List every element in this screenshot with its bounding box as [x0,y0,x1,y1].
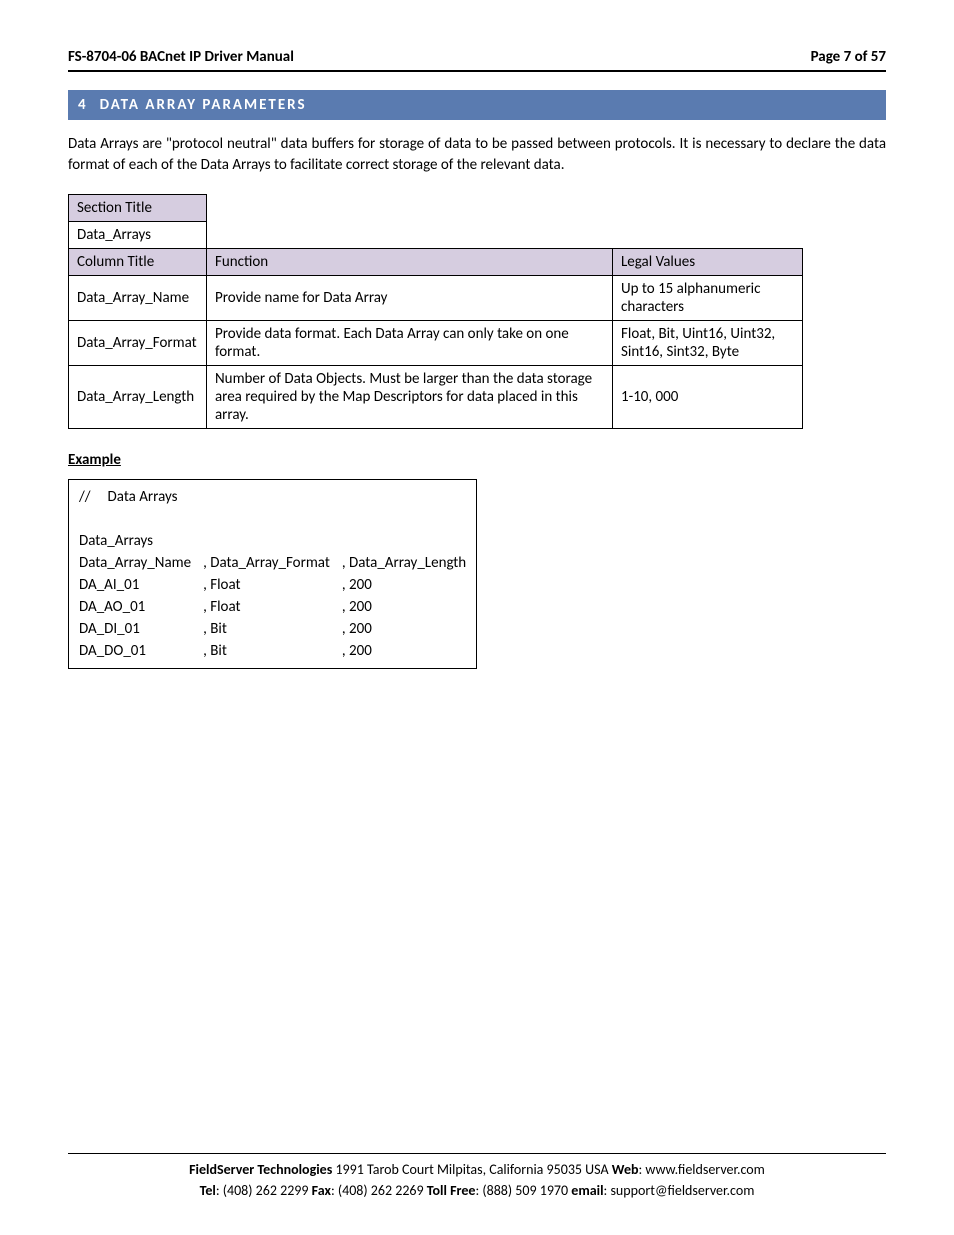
page-number: Page 7 of 57 [811,48,886,66]
footer-company: FieldServer Technologies [189,1161,332,1178]
param-name: Data_Array_Name [69,276,207,321]
parameters-table: Section Title Data_Arrays Column Title F… [68,194,803,429]
footer-line1: FieldServer Technologies 1991 Tarob Cour… [68,1160,886,1180]
example-comment: // Data Arrays [73,486,472,508]
example-label: Example [68,451,886,469]
param-name: Data_Array_Length [69,366,207,429]
footer-fax-label: Fax [312,1182,331,1199]
example-cell: , Float [197,596,336,618]
table-row: Data_Array_Format Provide data format. E… [69,321,803,366]
param-function: Number of Data Objects. Must be larger t… [207,366,613,429]
section-title-value: Data_Arrays [69,222,207,249]
table-row: DA_AI_01 , Float , 200 [73,574,472,596]
example-cell: DA_DI_01 [73,618,197,640]
footer-tf: : (888) 509 1970 [475,1182,571,1199]
footer-web: : www.fieldserver.com [639,1161,765,1178]
example-cell: , Float [197,574,336,596]
page-header: FS-8704-06 BACnet IP Driver Manual Page … [68,48,886,72]
table-row: Data_Array_Length Number of Data Objects… [69,366,803,429]
example-col: , Data_Array_Length [336,552,472,574]
table-row: DA_AO_01 , Float , 200 [73,596,472,618]
table-row: Column Title Function Legal Values [69,249,803,276]
example-cell: , Bit [197,618,336,640]
example-cell: DA_AI_01 [73,574,197,596]
param-legal: 1-10, 000 [613,366,803,429]
table-row: // Data Arrays [73,486,472,508]
footer-line2: Tel: (408) 262 2299 Fax: (408) 262 2269 … [68,1181,886,1201]
example-box: // Data Arrays Data_Arrays Data_Array_Na… [68,479,477,669]
doc-title: FS-8704-06 BACnet IP Driver Manual [68,48,294,66]
param-legal: Up to 15 alphanumeric characters [613,276,803,321]
example-cell: , 200 [336,574,472,596]
legal-header: Legal Values [613,249,803,276]
example-cell: DA_AO_01 [73,596,197,618]
example-col: Data_Array_Name [73,552,197,574]
example-block-header: Data_Arrays [73,530,472,552]
footer-email: : support@fieldserver.com [604,1182,755,1199]
example-cell: , 200 [336,618,472,640]
footer-web-label: Web [612,1161,639,1178]
table-row: DA_DO_01 , Bit , 200 [73,640,472,662]
table-row: Data_Array_Name Provide name for Data Ar… [69,276,803,321]
empty-cell [613,222,803,249]
section-heading: 4 DATA ARRAY PARAMETERS [68,90,886,120]
footer-tel: : (408) 262 2299 [216,1182,312,1199]
table-row [73,508,472,530]
example-cell: , 200 [336,596,472,618]
table-row: Section Title [69,195,803,222]
footer-tel-label: Tel [200,1182,216,1199]
page-footer: FieldServer Technologies 1991 Tarob Cour… [68,1153,886,1201]
footer-fax: : (408) 262 2269 [331,1182,427,1199]
table-row: Data_Arrays [69,222,803,249]
example-cell: , Bit [197,640,336,662]
section-number: 4 [78,96,86,114]
param-legal: Float, Bit, Uint16, Uint32, Sint16, Sint… [613,321,803,366]
empty-cell [613,195,803,222]
param-function: Provide data format. Each Data Array can… [207,321,613,366]
table-row: Data_Arrays [73,530,472,552]
section-title-label: Section Title [69,195,207,222]
param-name: Data_Array_Format [69,321,207,366]
intro-paragraph: Data Arrays are "protocol neutral" data … [68,134,886,176]
section-title: DATA ARRAY PARAMETERS [100,96,307,114]
empty-cell [207,222,613,249]
example-col: , Data_Array_Format [197,552,336,574]
table-row: Data_Array_Name , Data_Array_Format , Da… [73,552,472,574]
empty-cell [207,195,613,222]
footer-email-label: email [571,1182,603,1199]
empty-cell [73,508,472,530]
function-header: Function [207,249,613,276]
example-table: // Data Arrays Data_Arrays Data_Array_Na… [73,486,472,662]
column-title-label: Column Title [69,249,207,276]
example-cell: DA_DO_01 [73,640,197,662]
example-cell: , 200 [336,640,472,662]
footer-addr: 1991 Tarob Court Milpitas, California 95… [332,1161,611,1178]
footer-tf-label: Toll Free [427,1182,476,1199]
table-row: DA_DI_01 , Bit , 200 [73,618,472,640]
param-function: Provide name for Data Array [207,276,613,321]
